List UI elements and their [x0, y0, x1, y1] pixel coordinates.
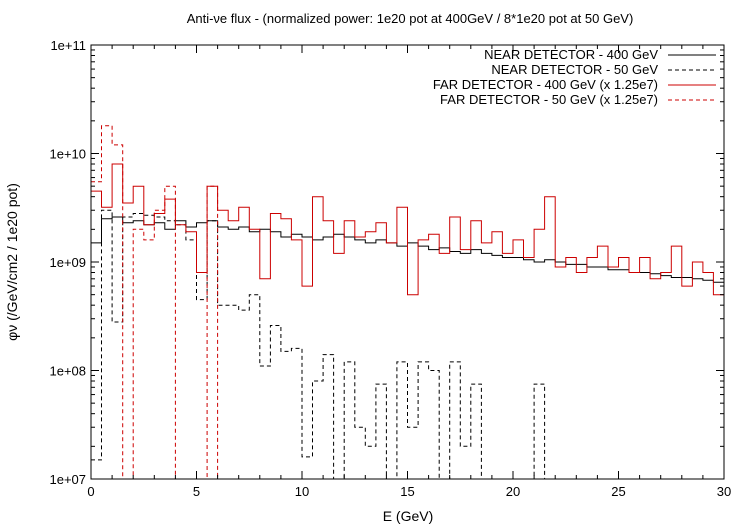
ticks-layer: 0 5 10 15 20 25 30 1e+07 1e+08 1e+09 1e+10 1e+11	[49, 38, 731, 499]
x-axis-label: E (GeV)	[383, 508, 434, 524]
x-tick-label: 0	[87, 484, 94, 499]
y-tick-label: 1e+10	[49, 147, 86, 162]
x-tick-label: 10	[295, 484, 309, 499]
legend-label: FAR DETECTOR - 400 GeV (x 1.25e7)	[433, 77, 658, 92]
chart-title: Anti-νe flux - (normalized power: 1e20 p…	[187, 11, 634, 26]
y-tick-label: 1e+09	[49, 255, 86, 270]
y-tick-label: 1e+07	[49, 472, 86, 487]
x-tick-label: 20	[506, 484, 520, 499]
series-layer	[91, 125, 724, 480]
legend-label: NEAR DETECTOR - 50 GeV	[491, 62, 658, 77]
x-tick-label: 15	[400, 484, 414, 499]
series-line-3	[91, 163, 724, 296]
series-line-4	[91, 125, 229, 480]
y-tick-label: 1e+08	[49, 364, 86, 379]
x-tick-label: 30	[717, 484, 731, 499]
x-tick-label: 25	[611, 484, 625, 499]
x-tick-label: 5	[193, 484, 200, 499]
legend-label: NEAR DETECTOR - 400 GeV	[484, 47, 658, 62]
y-axis-label: φν (/GeV/cm2 / 1e20 pot)	[4, 183, 20, 341]
series-line-2	[91, 209, 556, 480]
legend-label: FAR DETECTOR - 50 GeV (x 1.25e7)	[440, 92, 658, 107]
y-tick-label: 1e+11	[50, 38, 86, 53]
